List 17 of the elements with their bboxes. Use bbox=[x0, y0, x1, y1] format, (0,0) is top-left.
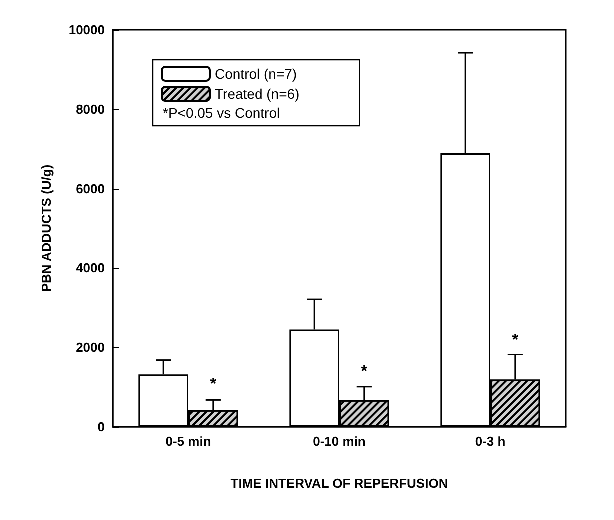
y-tick-label: 0 bbox=[98, 420, 105, 434]
x-tick-label: 0-5 min bbox=[166, 434, 212, 449]
y-tick-label: 4000 bbox=[76, 260, 105, 276]
x-tick-label: 0-3 h bbox=[475, 434, 506, 449]
y-tick-label: 10000 bbox=[68, 22, 105, 38]
y-axis-title: PBN ADDUCTS (U/g) bbox=[39, 164, 54, 292]
x-tick-label: 0-10 min bbox=[313, 434, 366, 449]
annotation: * bbox=[210, 376, 218, 394]
legend-label: Control (n=7) bbox=[215, 66, 298, 82]
y-tick-label: 6000 bbox=[76, 181, 105, 196]
annotation: *P<0.05 vs Control bbox=[163, 105, 280, 121]
x-axis-title: TIME INTERVAL OF REPERFUSION bbox=[230, 476, 448, 491]
annotation: * bbox=[512, 332, 520, 349]
legend-label: Treated (n=6) bbox=[215, 86, 300, 102]
y-tick-label: 2000 bbox=[76, 340, 105, 356]
y-tick-label: 8000 bbox=[76, 102, 105, 117]
annotation: * bbox=[361, 364, 368, 381]
